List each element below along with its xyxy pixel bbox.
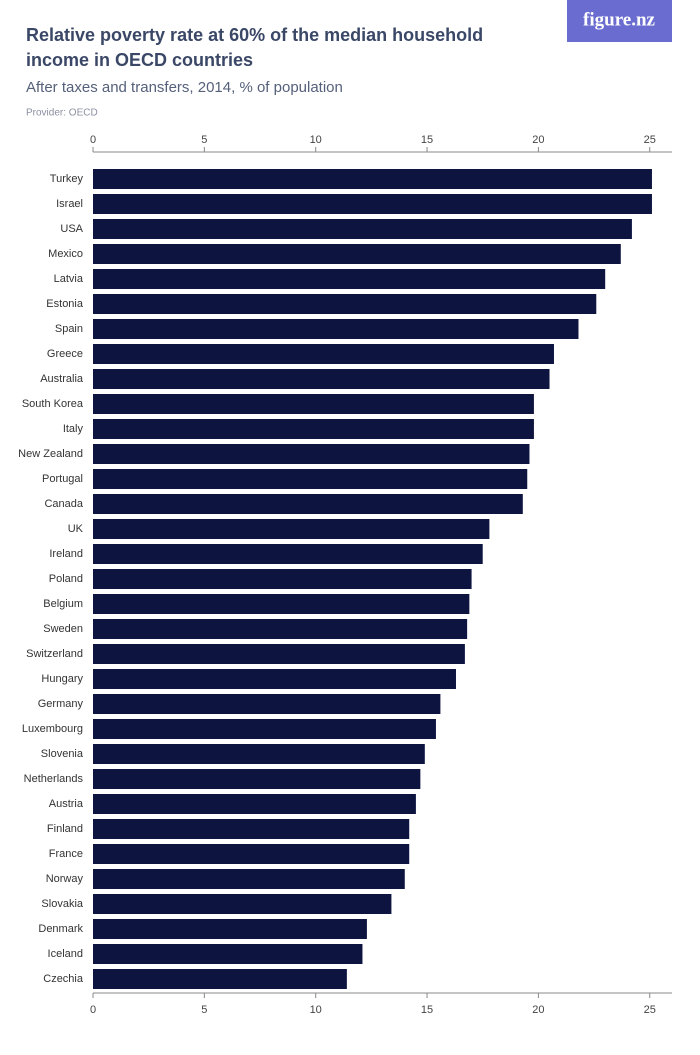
bar <box>93 744 425 764</box>
y-tick-label: UK <box>68 523 84 535</box>
bar <box>93 569 472 589</box>
bar <box>93 469 528 489</box>
bar <box>93 819 410 839</box>
x-tick-label: 0 <box>90 1004 96 1016</box>
bar <box>93 544 483 564</box>
y-tick-label: Israel <box>56 198 83 210</box>
y-tick-label: Estonia <box>46 298 84 310</box>
x-tick-label: 10 <box>310 134 322 146</box>
x-tick-label: 0 <box>90 134 96 146</box>
bar <box>93 369 550 389</box>
y-tick-label: Sweden <box>43 623 83 635</box>
chart-subtitle: After taxes and transfers, 2014, % of po… <box>26 79 343 96</box>
bar <box>93 694 441 714</box>
bar <box>93 194 652 214</box>
bar <box>93 494 523 514</box>
y-tick-label: Belgium <box>43 598 83 610</box>
bar <box>93 944 363 964</box>
y-tick-label: Denmark <box>38 923 83 935</box>
y-tick-label: Switzerland <box>26 648 83 660</box>
bar <box>93 844 410 864</box>
x-tick-label: 15 <box>421 1004 433 1016</box>
bar <box>93 769 421 789</box>
y-tick-label: Luxembourg <box>22 723 83 735</box>
y-tick-label: Australia <box>40 373 84 385</box>
bar <box>93 219 632 239</box>
y-tick-label: South Korea <box>22 398 84 410</box>
bar <box>93 319 579 339</box>
x-tick-label: 20 <box>532 134 544 146</box>
provider: Provider: OECD <box>26 108 98 119</box>
y-tick-label: Ireland <box>49 548 83 560</box>
bar <box>93 644 465 664</box>
bar <box>93 919 367 939</box>
bar <box>93 969 347 989</box>
y-tick-label: Greece <box>47 348 83 360</box>
bar <box>93 269 606 289</box>
y-tick-label: Iceland <box>48 948 83 960</box>
bar <box>93 344 554 364</box>
bar <box>93 619 468 639</box>
y-tick-label: Canada <box>44 498 83 510</box>
y-tick-label: Slovenia <box>41 748 84 760</box>
bar <box>93 294 597 314</box>
bar <box>93 444 530 464</box>
x-tick-label: 5 <box>201 134 207 146</box>
y-tick-label: Latvia <box>54 273 84 285</box>
bar <box>93 519 490 539</box>
y-tick-label: Mexico <box>48 248 83 260</box>
x-tick-label: 25 <box>644 1004 656 1016</box>
y-tick-label: Hungary <box>41 673 83 685</box>
y-tick-label: Portugal <box>42 473 83 485</box>
bar <box>93 244 621 264</box>
bar <box>93 669 456 689</box>
y-tick-label: USA <box>60 223 83 235</box>
y-tick-label: New Zealand <box>18 448 83 460</box>
y-tick-label: Germany <box>38 698 84 710</box>
y-tick-label: Netherlands <box>24 773 84 785</box>
x-tick-label: 25 <box>644 134 656 146</box>
y-tick-label: Slovakia <box>41 898 83 910</box>
y-tick-label: Czechia <box>43 973 84 985</box>
bar <box>93 869 405 889</box>
y-tick-label: Norway <box>46 873 84 885</box>
logo-box <box>567 0 672 42</box>
bar <box>93 169 652 189</box>
y-tick-label: France <box>49 848 83 860</box>
x-tick-label: 5 <box>201 1004 207 1016</box>
x-tick-label: 10 <box>310 1004 322 1016</box>
y-tick-label: Turkey <box>50 173 84 185</box>
chart-title: Relative poverty rate at 60% of the medi… <box>26 25 483 70</box>
bar <box>93 719 436 739</box>
bar <box>93 894 392 914</box>
logo: figure.nz <box>583 9 656 30</box>
bar <box>93 794 416 814</box>
y-tick-label: Spain <box>55 323 83 335</box>
bar <box>93 594 470 614</box>
y-tick-label: Italy <box>63 423 84 435</box>
x-tick-label: 15 <box>421 134 433 146</box>
y-tick-label: Finland <box>47 823 83 835</box>
y-tick-label: Poland <box>49 573 83 585</box>
y-tick-label: Austria <box>49 798 84 810</box>
bar <box>93 419 534 439</box>
bar <box>93 394 534 414</box>
x-tick-label: 20 <box>532 1004 544 1016</box>
